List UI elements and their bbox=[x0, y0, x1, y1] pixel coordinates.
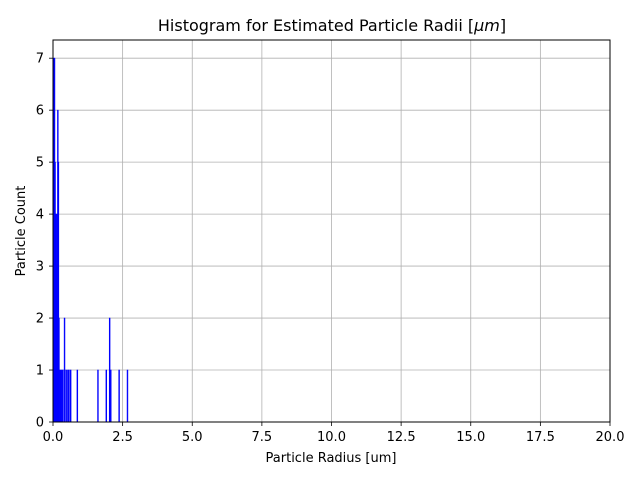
histogram-bar bbox=[59, 369, 62, 423]
histogram-bar bbox=[67, 369, 69, 423]
histogram-bar bbox=[58, 369, 61, 423]
y-tick-label: 7 bbox=[36, 52, 44, 67]
y-tick-label: 6 bbox=[36, 104, 44, 119]
histogram-bar bbox=[61, 369, 63, 423]
histogram-bar bbox=[126, 369, 129, 423]
histogram-bar bbox=[118, 369, 120, 423]
histogram-bar bbox=[62, 369, 64, 423]
histogram-bar bbox=[69, 369, 72, 423]
chart-title: Histogram for Estimated Particle Radii [… bbox=[158, 16, 506, 35]
y-tick-label: 5 bbox=[36, 156, 44, 171]
x-axis-label: Particle Radius [um] bbox=[266, 451, 397, 466]
x-axis-ticks: 0.0 2.5 5.0 7.5 10.0 12.5 15.0 17.5 20.0 bbox=[43, 422, 625, 445]
x-tick-label: 5.0 bbox=[182, 430, 203, 445]
y-tick-label: 2 bbox=[36, 312, 44, 327]
histogram-bar bbox=[68, 369, 70, 423]
y-axis-ticks: 0 1 2 3 4 5 6 7 bbox=[36, 52, 53, 431]
histogram-bar bbox=[65, 369, 67, 423]
x-tick-label: 0.0 bbox=[43, 430, 64, 445]
x-tick-label: 12.5 bbox=[387, 430, 416, 445]
y-tick-label: 0 bbox=[36, 416, 44, 431]
histogram-bar bbox=[105, 369, 108, 423]
histogram-bar bbox=[63, 317, 66, 423]
histogram-bar bbox=[76, 369, 79, 423]
x-tick-label: 15.0 bbox=[456, 430, 485, 445]
y-tick-label: 1 bbox=[36, 364, 44, 379]
x-tick-label: 7.5 bbox=[252, 430, 273, 445]
y-axis-label: Particle Count bbox=[14, 186, 29, 277]
histogram-bar bbox=[110, 369, 112, 423]
x-tick-label: 20.0 bbox=[596, 430, 625, 445]
histogram-bar bbox=[108, 317, 111, 423]
x-tick-label: 10.0 bbox=[317, 430, 346, 445]
x-tick-label: 2.5 bbox=[112, 430, 133, 445]
y-tick-label: 4 bbox=[36, 208, 44, 223]
histogram-bar bbox=[97, 369, 99, 423]
grid bbox=[52, 40, 611, 423]
x-tick-label: 17.5 bbox=[526, 430, 555, 445]
y-tick-label: 3 bbox=[36, 260, 44, 275]
